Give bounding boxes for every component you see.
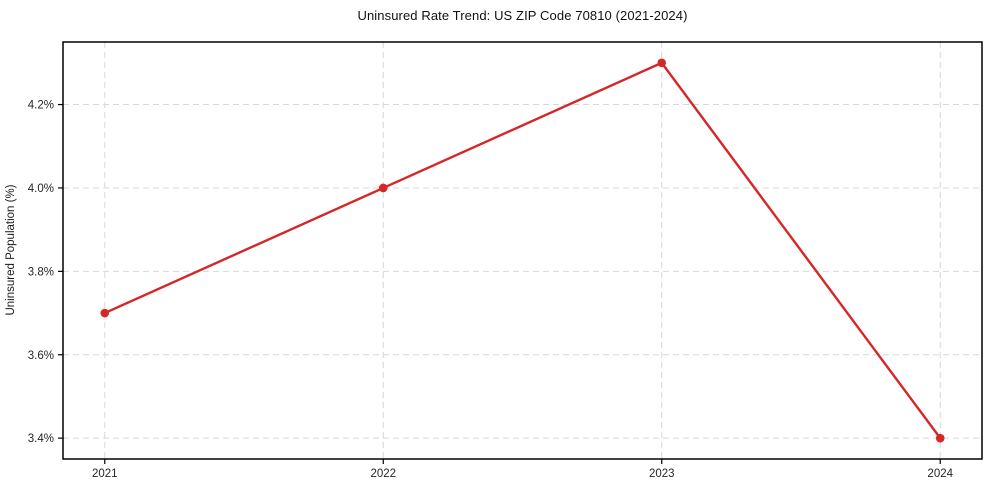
axes-frame <box>62 41 983 460</box>
data-point-marker <box>657 58 667 68</box>
data-point-marker <box>378 183 388 193</box>
data-line <box>103 61 942 440</box>
x-tick-label: 2024 <box>927 468 953 480</box>
y-tick-label: 4.0% <box>28 183 54 195</box>
data-point-marker <box>935 433 945 443</box>
chart-title: Uninsured Rate Trend: US ZIP Code 70810 … <box>357 8 688 23</box>
data-point-marker <box>100 308 110 318</box>
x-tick-label: 2022 <box>370 468 396 480</box>
y-tick-label: 3.6% <box>28 350 54 362</box>
y-tick-label: 3.4% <box>28 433 54 445</box>
x-tick-label: 2023 <box>649 468 675 480</box>
x-tick-label: 2021 <box>92 468 118 480</box>
y-tick-label: 3.8% <box>28 266 54 278</box>
y-tick-label: 4.2% <box>28 100 54 112</box>
